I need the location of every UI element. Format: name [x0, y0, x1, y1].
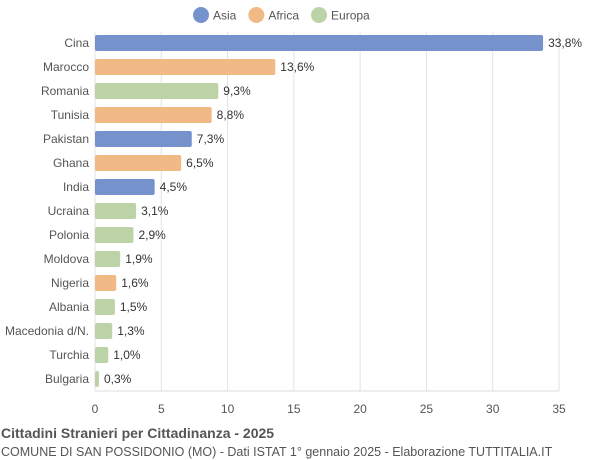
- x-tick-label: 20: [353, 402, 367, 416]
- legend-label-africa: Africa: [268, 9, 299, 23]
- category-label: Ghana: [53, 156, 89, 170]
- value-label: 6,5%: [186, 156, 214, 170]
- value-label: 0,3%: [104, 372, 132, 386]
- x-tick-label: 30: [486, 402, 500, 416]
- category-label: Bulgaria: [45, 372, 89, 386]
- bar-ucraina: [95, 203, 137, 219]
- value-label: 1,3%: [117, 324, 145, 338]
- bar-cina: [95, 35, 544, 51]
- legend-swatch-europa: [311, 7, 328, 23]
- value-label: 1,6%: [121, 276, 149, 290]
- legend-label-asia: Asia: [213, 9, 237, 23]
- bar-bulgaria: [95, 371, 99, 387]
- category-label: Marocco: [43, 60, 89, 74]
- bar-ghana: [95, 155, 182, 171]
- x-tick-label: 25: [420, 402, 434, 416]
- bar-nigeria: [95, 275, 117, 291]
- legend-swatch-asia: [193, 7, 209, 23]
- value-label: 1,0%: [113, 348, 141, 362]
- value-label: 1,9%: [125, 252, 153, 266]
- chart-title: Cittadini Stranieri per Cittadinanza - 2…: [1, 425, 275, 441]
- value-label: 8,8%: [217, 108, 245, 122]
- legend-label-europa: Europa: [331, 9, 370, 23]
- x-tick-label: 0: [92, 402, 99, 416]
- category-label: Macedonia d/N.: [5, 324, 89, 338]
- value-label: 3,1%: [141, 204, 169, 218]
- x-tick-label: 10: [221, 402, 235, 416]
- bar-moldova: [95, 251, 121, 267]
- category-label: Romania: [41, 84, 89, 98]
- value-label: 9,3%: [223, 84, 251, 98]
- category-label: Albania: [49, 300, 89, 314]
- bar-polonia: [95, 227, 134, 243]
- category-label: Moldova: [44, 252, 90, 266]
- value-label: 13,6%: [280, 60, 314, 74]
- chart-subtitle: COMUNE DI SAN POSSIDONIO (MO) - Dati IST…: [1, 445, 553, 459]
- value-label: 4,5%: [160, 180, 188, 194]
- x-tick-label: 35: [552, 402, 566, 416]
- value-label: 7,3%: [197, 132, 225, 146]
- category-label: Polonia: [49, 228, 89, 242]
- bar-marocco: [95, 59, 276, 75]
- legend-swatch-africa: [248, 7, 265, 23]
- category-label: Nigeria: [51, 276, 89, 290]
- bar-turchia: [95, 347, 109, 363]
- category-label: India: [63, 180, 89, 194]
- bar-tunisia: [95, 107, 212, 123]
- value-label: 2,9%: [138, 228, 166, 242]
- category-label: Cina: [64, 36, 89, 50]
- value-label: 33,8%: [548, 36, 582, 50]
- bar-pakistan: [95, 131, 192, 147]
- category-label: Turchia: [49, 348, 89, 362]
- value-label: 1,5%: [120, 300, 148, 314]
- category-label: Tunisia: [51, 108, 90, 122]
- x-tick-label: 15: [287, 402, 301, 416]
- bar-albania: [95, 299, 115, 315]
- x-tick-label: 5: [158, 402, 165, 416]
- bar-chart: 0 5 10 15 20 25 30 35 Cina 33,8% Marocco 13,6% Roman…: [5, 7, 582, 416]
- bar-romania: [95, 83, 219, 99]
- bar-india: [95, 179, 155, 195]
- category-label: Pakistan: [43, 132, 89, 146]
- bar-macedonia-d-n-: [95, 323, 113, 339]
- category-label: Ucraina: [48, 204, 90, 218]
